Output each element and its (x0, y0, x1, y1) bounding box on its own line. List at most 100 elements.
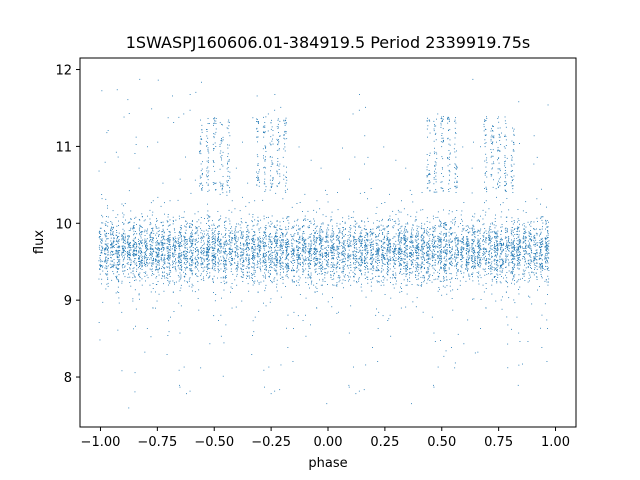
data-point (128, 254, 129, 255)
data-point (338, 243, 340, 245)
data-point (309, 248, 311, 249)
data-point (194, 291, 196, 293)
data-point (305, 252, 306, 254)
data-point (304, 242, 306, 244)
data-point (294, 240, 296, 242)
data-point (172, 245, 174, 247)
data-point (179, 226, 181, 228)
data-point (282, 268, 284, 269)
data-point (353, 263, 354, 265)
data-point (333, 264, 335, 266)
data-point (279, 269, 281, 270)
data-point (243, 250, 245, 252)
data-point (172, 264, 173, 266)
data-point (220, 277, 222, 279)
data-point (214, 244, 216, 246)
data-point (113, 262, 115, 264)
data-point (407, 214, 409, 216)
data-point (121, 251, 123, 253)
data-point (198, 237, 199, 239)
data-point (128, 243, 130, 245)
data-point (262, 259, 264, 261)
data-point (282, 236, 284, 238)
data-point (225, 263, 227, 265)
data-point (186, 241, 188, 242)
data-point (130, 263, 132, 265)
data-point (263, 242, 265, 244)
data-point (275, 269, 277, 271)
data-point (155, 307, 156, 309)
data-point (342, 231, 343, 233)
data-point (158, 274, 160, 276)
data-point (337, 277, 339, 279)
data-point (292, 270, 294, 272)
data-point (342, 267, 344, 269)
data-point (212, 265, 214, 267)
data-point (203, 259, 205, 261)
data-point (211, 254, 213, 256)
data-point (112, 260, 114, 262)
data-point (133, 244, 135, 246)
data-point (399, 257, 400, 258)
data-point (274, 256, 276, 258)
data-point (156, 276, 158, 277)
data-point (223, 260, 225, 261)
data-point (403, 235, 405, 237)
data-point (251, 266, 253, 268)
data-point (189, 390, 191, 392)
data-point (151, 254, 153, 256)
data-point (352, 254, 354, 256)
data-point (127, 256, 129, 258)
data-point (270, 260, 272, 261)
data-point (286, 263, 287, 265)
data-point (135, 144, 137, 145)
data-point (353, 276, 354, 277)
data-point (336, 247, 338, 249)
data-point (281, 276, 283, 278)
data-point (218, 219, 220, 220)
data-point (246, 231, 248, 232)
data-point (134, 153, 136, 154)
data-point (219, 242, 221, 244)
data-point (386, 261, 388, 263)
data-point (116, 262, 118, 263)
data-point (377, 247, 379, 249)
data-point (281, 265, 283, 266)
data-point (179, 254, 181, 256)
data-point (155, 267, 157, 269)
data-point (395, 214, 397, 215)
data-point (312, 258, 314, 260)
data-point (316, 237, 318, 239)
data-point (383, 241, 385, 243)
data-point (140, 254, 142, 256)
data-point (236, 249, 238, 251)
data-point (140, 242, 142, 243)
data-point (389, 250, 390, 252)
data-point (184, 267, 186, 268)
data-point (301, 243, 303, 245)
data-point (217, 249, 219, 251)
data-point (287, 254, 289, 256)
data-point (212, 220, 213, 222)
data-point (178, 257, 180, 259)
data-point (104, 253, 106, 255)
data-point (239, 230, 241, 231)
data-point (379, 233, 380, 234)
data-point (354, 268, 356, 269)
data-point (378, 249, 380, 251)
data-point (133, 222, 135, 224)
data-point (112, 243, 114, 245)
data-point (397, 224, 399, 226)
data-point (202, 267, 204, 269)
data-point (178, 276, 180, 278)
data-point (332, 235, 334, 237)
data-point (111, 253, 113, 255)
data-point (232, 250, 233, 252)
data-point (246, 253, 248, 255)
data-point (265, 269, 267, 271)
data-point (322, 293, 323, 295)
data-point (236, 268, 238, 269)
data-point (164, 263, 166, 265)
data-point (251, 248, 253, 249)
data-point (358, 280, 360, 282)
